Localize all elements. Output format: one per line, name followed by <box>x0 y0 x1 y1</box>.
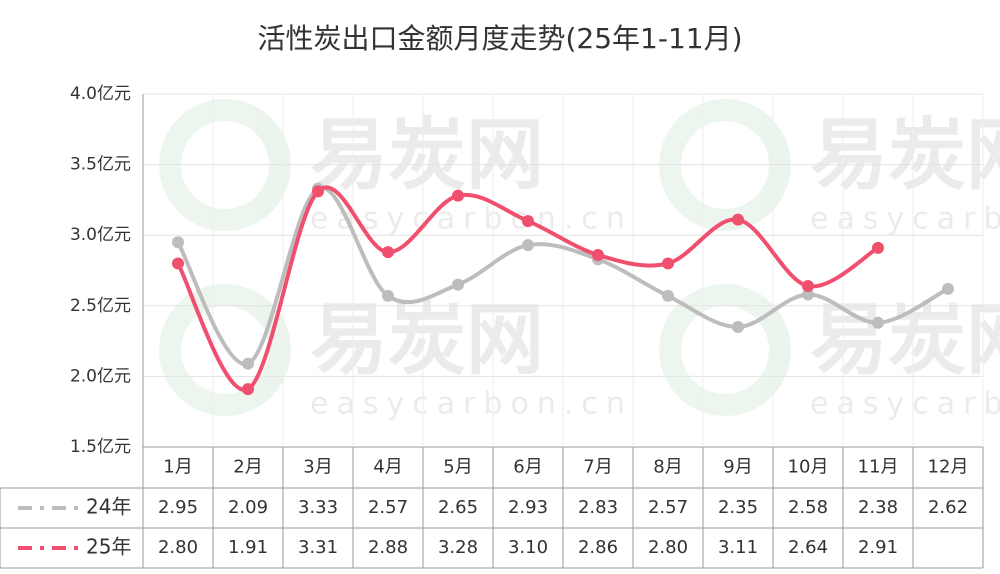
table-value: 3.31 <box>298 537 338 558</box>
point <box>172 257 184 270</box>
watermark-name: 易炭网 <box>810 295 1000 385</box>
y-tick-label: 1.5亿元 <box>70 437 131 457</box>
point <box>312 185 324 198</box>
y-tick-label: 2.5亿元 <box>70 296 131 316</box>
point <box>242 383 254 396</box>
point <box>662 289 674 302</box>
table-value: 3.33 <box>298 497 338 518</box>
x-tick-label: 4月 <box>373 457 402 478</box>
x-tick-label: 11月 <box>858 457 899 478</box>
table-value: 1.91 <box>228 537 268 558</box>
x-tick-label: 10月 <box>788 457 829 478</box>
table-value: 2.38 <box>858 497 898 518</box>
point <box>872 241 884 254</box>
watermark-logo <box>659 284 791 416</box>
table-value: 2.93 <box>508 497 548 518</box>
legend-label: 25年 <box>86 535 131 559</box>
table-value: 2.35 <box>718 497 758 518</box>
table-value: 2.86 <box>578 537 618 558</box>
point <box>872 316 884 329</box>
x-tick-label: 2月 <box>233 457 262 478</box>
point <box>942 282 954 295</box>
table-value: 3.10 <box>508 537 548 558</box>
table-value: 3.11 <box>718 537 758 558</box>
table-value: 2.57 <box>648 497 688 518</box>
table-value: 2.95 <box>158 497 198 518</box>
point <box>592 248 604 261</box>
point <box>522 239 534 252</box>
point <box>732 213 744 226</box>
point <box>382 246 394 259</box>
table-value: 2.83 <box>578 497 618 518</box>
table-value: 2.09 <box>228 497 268 518</box>
table-value: 2.91 <box>858 537 898 558</box>
table-value: 2.80 <box>648 537 688 558</box>
x-tick-label: 1月 <box>163 457 192 478</box>
watermark-logo <box>159 284 291 416</box>
x-tick-label: 3月 <box>303 457 332 478</box>
watermark: 易炭网easycarbon.cn易炭网easycarbon.cn易炭网easyc… <box>159 99 1000 422</box>
table-value: 2.58 <box>788 497 828 518</box>
table-value: 2.88 <box>368 537 408 558</box>
table-value: 2.57 <box>368 497 408 518</box>
watermark-name: 易炭网 <box>310 110 544 200</box>
point <box>452 278 464 291</box>
legend-label: 24年 <box>86 495 131 519</box>
x-tick-label: 12月 <box>928 457 969 478</box>
table-value: 2.65 <box>438 497 478 518</box>
point <box>172 236 184 249</box>
y-tick-label: 3.5亿元 <box>70 155 131 175</box>
x-tick-label: 5月 <box>443 457 472 478</box>
table-value: 2.64 <box>788 537 828 558</box>
x-tick-label: 6月 <box>513 457 542 478</box>
y-tick-label: 4.0亿元 <box>70 84 131 104</box>
watermark-url: easycarbon.cn <box>310 387 633 422</box>
x-tick-label: 8月 <box>653 457 682 478</box>
series-line <box>176 185 880 392</box>
point <box>382 289 394 302</box>
point <box>522 215 534 228</box>
point <box>242 357 254 370</box>
table-value: 2.62 <box>928 497 968 518</box>
point <box>802 288 814 301</box>
y-tick-label: 2.0亿元 <box>70 366 131 386</box>
point <box>452 189 464 202</box>
watermark-name: 易炭网 <box>810 110 1000 200</box>
point <box>802 280 814 293</box>
y-tick-label: 3.0亿元 <box>70 225 131 245</box>
point <box>732 320 744 333</box>
watermark-url: easycarbon.cn <box>810 387 1000 422</box>
x-tick-label: 7月 <box>583 457 612 478</box>
watermark-name: 易炭网 <box>310 295 544 385</box>
watermark-url: easycarbon.cn <box>810 202 1000 237</box>
x-tick-label: 9月 <box>723 457 752 478</box>
table-value: 2.80 <box>158 537 198 558</box>
point <box>662 257 674 270</box>
table-value: 3.28 <box>438 537 478 558</box>
chart-title: 活性炭出口金额月度走势(25年1-11月) <box>257 22 742 55</box>
